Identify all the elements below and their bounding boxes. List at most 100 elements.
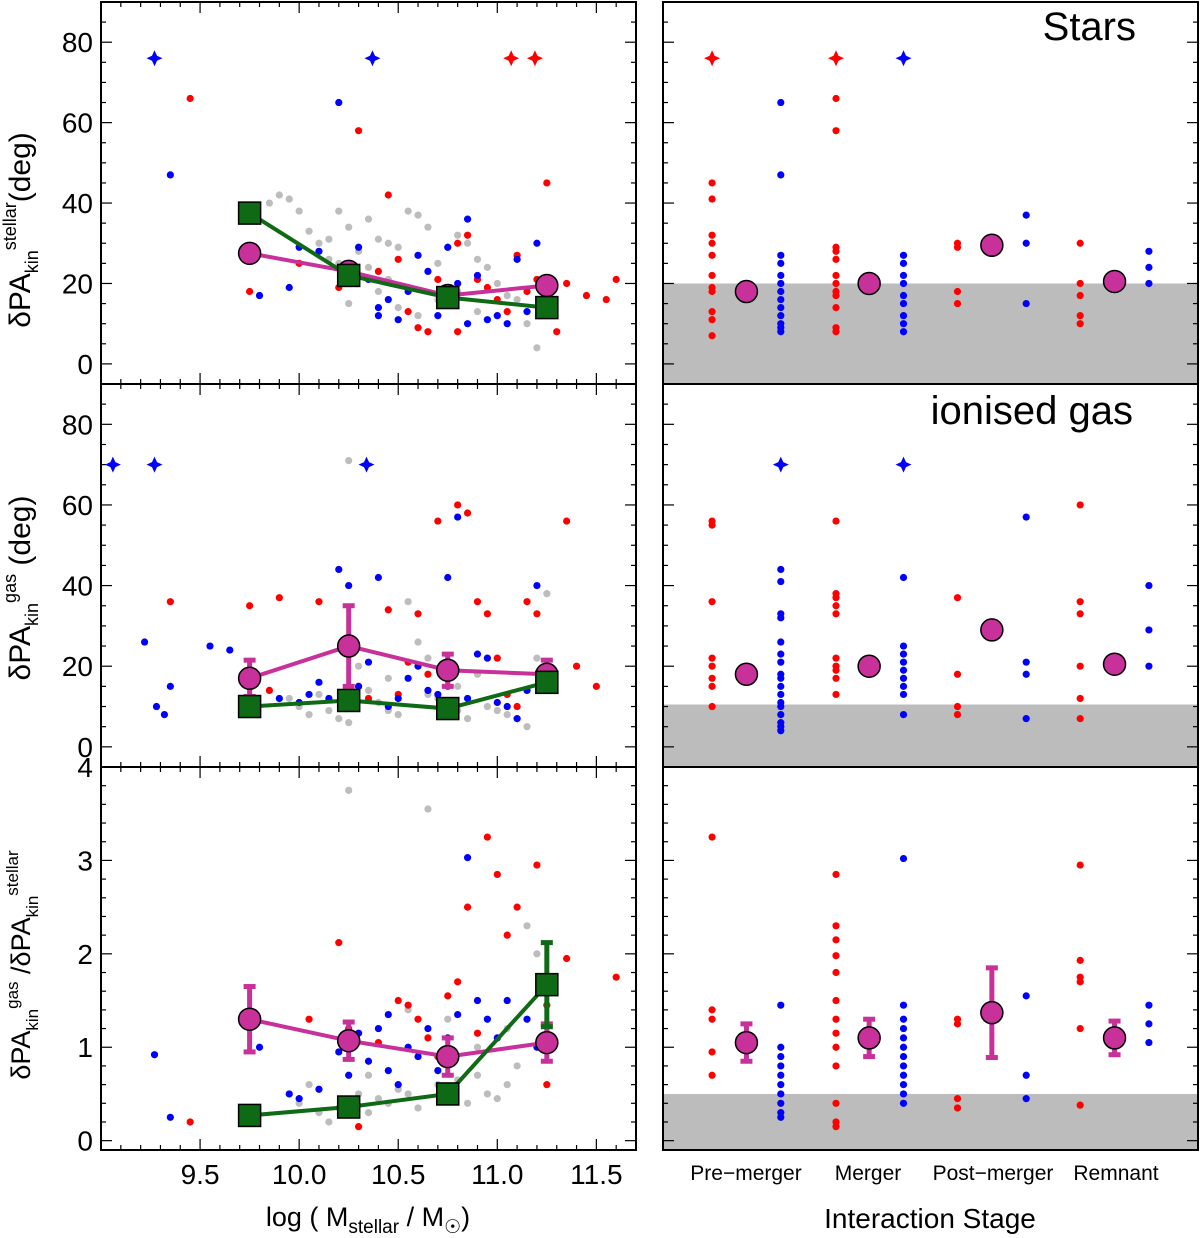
category-label-post-merger: Post−merger — [933, 1162, 1054, 1185]
data-point — [374, 1095, 383, 1103]
data-point — [1076, 715, 1084, 723]
data-point — [899, 854, 908, 863]
data-point — [513, 702, 521, 711]
mean-marker — [535, 273, 559, 298]
data-point — [354, 1123, 363, 1131]
data-point — [832, 870, 840, 879]
data-point — [275, 694, 283, 703]
y-tick-label: 0 — [77, 732, 93, 763]
data-point — [424, 1024, 432, 1033]
data-point — [473, 1071, 482, 1079]
data-point — [953, 702, 962, 711]
data-point — [473, 308, 482, 316]
outlier-star — [358, 456, 375, 473]
data-point — [708, 702, 716, 711]
data-point — [345, 299, 353, 308]
data-point — [463, 509, 472, 517]
data-point — [493, 870, 501, 879]
data-point — [434, 312, 442, 320]
series-grey — [285, 457, 551, 731]
data-point — [543, 179, 551, 187]
panel-ratio-stage — [662, 766, 1199, 1151]
data-point — [563, 954, 571, 963]
panel-frame — [100, 383, 637, 768]
data-point — [150, 1051, 159, 1059]
data-point — [708, 654, 716, 662]
data-point — [777, 682, 785, 690]
data-point — [454, 682, 462, 690]
data-point — [473, 271, 482, 280]
data-point — [315, 1085, 323, 1093]
data-point — [1022, 513, 1030, 521]
series-median — [237, 201, 559, 320]
mean-marker — [980, 1000, 1004, 1025]
data-point — [384, 606, 392, 614]
data-point — [899, 682, 908, 690]
y-tick-label: 60 — [62, 108, 93, 139]
data-point — [503, 291, 511, 300]
data-point — [899, 1062, 908, 1070]
series-blue — [777, 98, 1153, 336]
data-point — [285, 283, 293, 292]
outlier-star — [895, 50, 912, 67]
data-point — [384, 295, 392, 304]
panel-stars-stage — [662, 1, 1199, 385]
series-blue — [140, 513, 551, 723]
data-point — [503, 710, 511, 719]
data-point — [777, 251, 785, 259]
data-point — [265, 199, 274, 207]
data-point — [832, 666, 840, 674]
data-point — [384, 674, 392, 682]
data-point — [953, 243, 962, 251]
data-point — [493, 279, 501, 288]
median-marker — [336, 1095, 361, 1119]
y-axis-label-gas: δPAkingas (deg) — [0, 496, 42, 681]
x-axis-label-right: Interaction Stage — [824, 1203, 1036, 1234]
data-point — [832, 291, 840, 300]
data-point — [777, 171, 785, 179]
series-red — [708, 94, 1084, 340]
data-point — [612, 973, 620, 981]
data-point — [708, 251, 716, 259]
data-point — [414, 211, 422, 219]
data-point — [899, 1052, 908, 1061]
data-point — [1076, 501, 1084, 509]
data-point — [285, 694, 293, 703]
data-point — [533, 610, 541, 618]
data-point — [777, 614, 785, 622]
data-point — [463, 903, 472, 911]
data-point — [345, 581, 353, 590]
data-point — [953, 299, 962, 308]
data-point — [832, 279, 840, 288]
data-point — [777, 271, 785, 280]
y-tick-label: 80 — [62, 409, 93, 440]
data-point — [325, 235, 333, 243]
data-point — [1022, 211, 1030, 219]
data-point — [777, 577, 785, 586]
data-point — [463, 231, 472, 239]
series-outlier-stars-blue — [104, 456, 375, 473]
data-point — [305, 227, 313, 235]
data-point — [285, 1090, 293, 1098]
data-point — [315, 598, 323, 606]
data-point — [708, 1071, 716, 1079]
data-point — [777, 328, 785, 336]
data-point — [374, 304, 383, 312]
category-label-remnant: Remnant — [1073, 1162, 1158, 1185]
y-tick-label: 40 — [62, 571, 93, 602]
data-point — [777, 304, 785, 312]
y-tick-label: 2 — [77, 939, 93, 970]
data-point — [434, 690, 442, 699]
series-outlier-stars-blue — [146, 50, 381, 67]
panel-gas-mass: 0 20 40 60 80 — [62, 383, 637, 768]
data-point — [454, 231, 462, 239]
data-point — [777, 650, 785, 658]
data-point — [777, 638, 785, 646]
mean-marker — [436, 1044, 460, 1069]
data-point — [708, 179, 716, 187]
data-point — [563, 517, 571, 525]
mean-marker — [1102, 269, 1127, 294]
data-point — [414, 638, 422, 646]
data-point — [404, 207, 412, 215]
data-point — [533, 861, 541, 869]
